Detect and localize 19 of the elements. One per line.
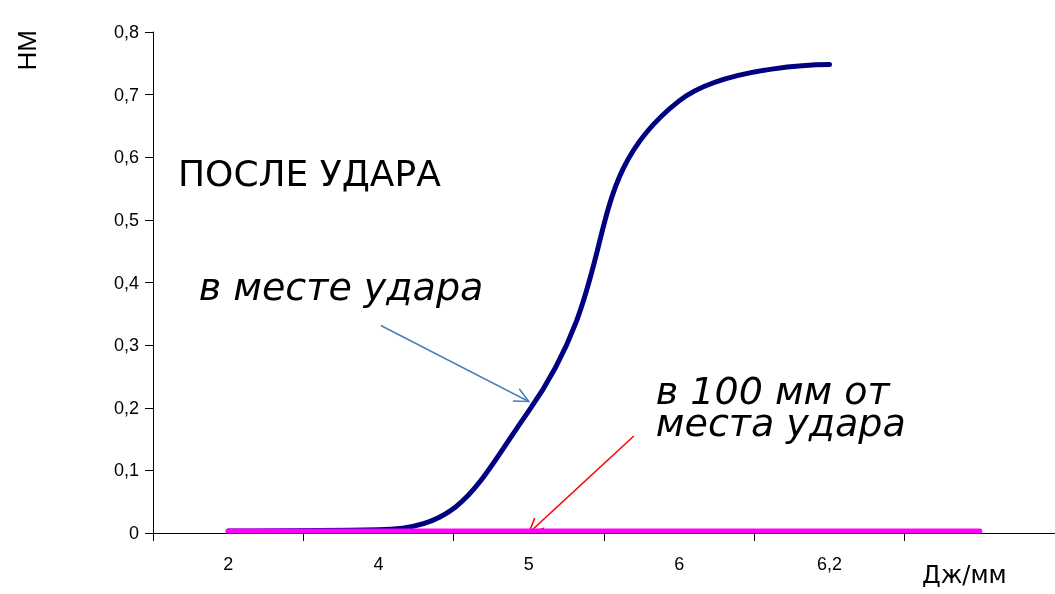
y-axis-title: НМ <box>12 30 42 71</box>
y-tick-label: 0,1 <box>113 460 139 481</box>
y-tick-label: 0,6 <box>113 147 139 168</box>
annotation: ПОСЛЕ УДАРА <box>178 152 442 194</box>
y-tick-label: 0 <box>128 523 139 543</box>
x-tick-label: 4 <box>373 554 384 574</box>
y-tick-label: 0,3 <box>113 335 139 356</box>
x-tick-label: 6 <box>674 554 685 574</box>
annotation: в месте удара <box>198 265 484 310</box>
y-tick-label: 0,8 <box>113 22 139 42</box>
y-tick-label: 0,2 <box>113 397 139 418</box>
x-tick-label: 5 <box>523 554 534 574</box>
y-tick-label: 0,4 <box>113 272 139 293</box>
y-tick-label: 0,7 <box>113 84 139 105</box>
y-tick-label: 0,5 <box>113 209 139 230</box>
x-tick-label: 6,2 <box>816 554 843 574</box>
x-axis-title: Дж/мм <box>922 561 1007 589</box>
x-tick-label: 2 <box>223 554 234 574</box>
annotation: в 100 мм от места удара <box>655 369 906 445</box>
